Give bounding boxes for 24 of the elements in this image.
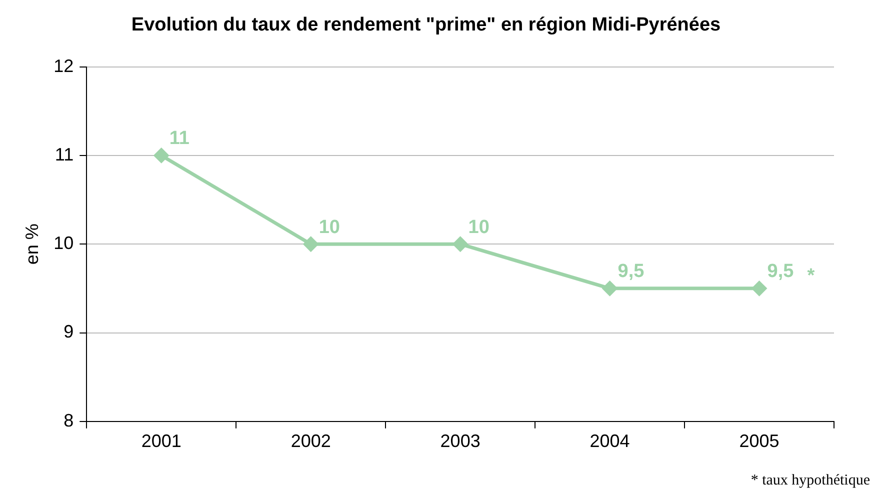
- point: [453, 236, 468, 252]
- point: [752, 281, 767, 296]
- x-tick-label: 2001: [141, 431, 182, 452]
- point: [304, 236, 318, 252]
- y-tick-label: 8: [64, 410, 74, 430]
- data-label: 9,5: [618, 261, 645, 282]
- chart-title: Evolution du taux de rendement "prime" en région Midi-Pyrénées: [131, 14, 721, 36]
- data-label: 9,5: [767, 261, 794, 282]
- y-tick-label: 12: [54, 56, 74, 76]
- x-tick-label: 2003: [440, 431, 480, 452]
- annotation: *: [807, 266, 816, 287]
- point: [602, 281, 618, 296]
- y-tick-label: 9: [64, 322, 74, 342]
- data-label: 10: [468, 216, 490, 238]
- data-label: 11: [169, 128, 190, 150]
- point: [154, 148, 169, 163]
- x-tick-label: 2005: [739, 431, 780, 452]
- y-tick-label: 11: [54, 144, 74, 164]
- y-axis-title: en %: [22, 224, 42, 265]
- data-label: 10: [318, 216, 340, 238]
- y-tick-label: 10: [54, 233, 74, 254]
- x-tick-label: 2002: [290, 431, 331, 452]
- x-tick-label: 2004: [590, 431, 630, 452]
- text: * taux hypothétique: [750, 472, 870, 488]
